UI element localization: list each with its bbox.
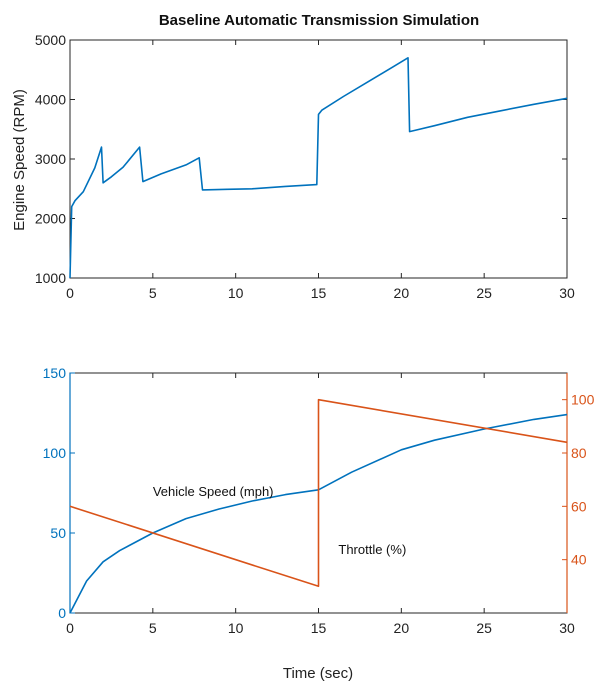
bottom-x-tick-label: 5 bbox=[149, 620, 157, 636]
throttle-annotation: Throttle (%) bbox=[338, 542, 406, 557]
left-y-tick-label: 50 bbox=[50, 525, 66, 541]
engine-speed-line bbox=[69, 56, 568, 279]
bottom-annotations: Vehicle Speed (mph) Throttle (%) bbox=[153, 484, 406, 557]
x-axis-label: Time (sec) bbox=[283, 665, 353, 682]
bottom-x-tick-label: 15 bbox=[311, 620, 327, 636]
bottom-axis-ticks: 0 5 10 15 20 25 30 0 50 100 150 40 60 80 100 bbox=[43, 365, 595, 636]
top-x-tick-label: 30 bbox=[559, 285, 575, 301]
y-axis-label: Engine Speed (RPM) bbox=[11, 89, 28, 231]
right-y-tick-label: 60 bbox=[571, 498, 587, 514]
chart-title: Baseline Automatic Transmission Simulati… bbox=[159, 12, 479, 29]
left-y-tick-label: 0 bbox=[58, 605, 66, 621]
top-axis-ticks: 0 5 10 15 20 25 30 1000 2000 3000 4000 5000 bbox=[35, 32, 575, 301]
top-x-tick-label: 0 bbox=[66, 285, 74, 301]
left-y-tick-label: 100 bbox=[43, 445, 67, 461]
plot-area-top bbox=[69, 39, 568, 279]
vehicle-speed-throttle-chart: 0 5 10 15 20 25 30 0 50 100 150 40 60 80 100 Vehicle S… bbox=[43, 365, 595, 682]
right-y-tick-label: 80 bbox=[571, 445, 587, 461]
top-y-tick-label: 5000 bbox=[35, 32, 66, 48]
vehicle-speed-line bbox=[69, 413, 568, 614]
top-x-tick-label: 5 bbox=[149, 285, 157, 301]
top-y-tick-label: 4000 bbox=[35, 92, 66, 108]
top-x-tick-label: 10 bbox=[228, 285, 244, 301]
top-x-tick-label: 20 bbox=[394, 285, 410, 301]
top-y-tick-label: 2000 bbox=[35, 211, 66, 227]
bottom-x-tick-label: 25 bbox=[476, 620, 492, 636]
vehicle-speed-annotation: Vehicle Speed (mph) bbox=[153, 484, 274, 499]
vehicle-throttle-series bbox=[69, 398, 568, 614]
top-y-tick-label: 3000 bbox=[35, 151, 66, 167]
top-x-tick-label: 25 bbox=[476, 285, 492, 301]
throttle-line bbox=[69, 398, 568, 588]
right-y-tick-label: 40 bbox=[571, 552, 587, 568]
bottom-x-tick-label: 10 bbox=[228, 620, 244, 636]
engine-speed-series bbox=[69, 56, 568, 279]
left-y-tick-label: 150 bbox=[43, 365, 67, 381]
bottom-x-tick-label: 20 bbox=[394, 620, 410, 636]
engine-speed-chart: Baseline Automatic Transmission Simulati… bbox=[11, 12, 575, 301]
top-y-tick-label: 1000 bbox=[35, 270, 66, 286]
right-y-tick-label: 100 bbox=[571, 392, 595, 408]
bottom-x-tick-label: 0 bbox=[66, 620, 74, 636]
bottom-x-tick-label: 30 bbox=[559, 620, 575, 636]
top-x-tick-label: 15 bbox=[311, 285, 327, 301]
